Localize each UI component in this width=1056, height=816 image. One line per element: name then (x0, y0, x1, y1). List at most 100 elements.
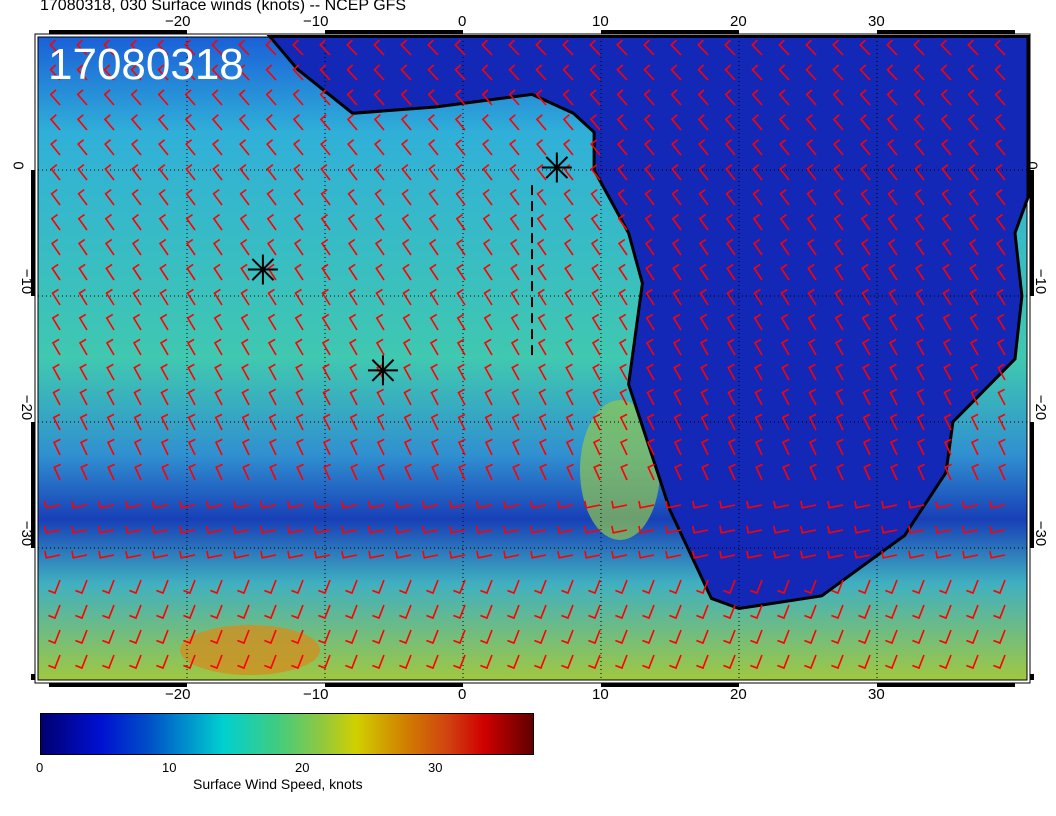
wind-barb (265, 89, 277, 106)
wind-barb (638, 550, 655, 559)
wind-barb (268, 388, 277, 406)
wind-barb (993, 579, 1006, 595)
wind-barb (913, 64, 925, 81)
wind-barb (509, 164, 520, 181)
wind-barb (429, 338, 439, 356)
wind-barb (698, 188, 709, 206)
wind-barb (562, 89, 574, 106)
wind-barb (239, 164, 250, 181)
wind-barb (98, 550, 115, 559)
wind-barb (537, 338, 547, 356)
wind-barb (156, 604, 169, 620)
wind-barb (858, 579, 871, 595)
wind-barb (133, 388, 142, 406)
wind-barb (912, 654, 925, 670)
wind-barb (50, 213, 61, 231)
wind-barb (49, 39, 61, 56)
wind-barb (915, 288, 925, 306)
wind-barb (995, 238, 1006, 256)
wind-barb (214, 363, 223, 381)
wind-barb (212, 164, 223, 181)
wind-barb (969, 338, 979, 356)
wind-barb (481, 64, 493, 81)
wind-barb (402, 288, 412, 306)
wind-barb (510, 313, 520, 331)
wind-barb (916, 363, 925, 381)
wind-barb (701, 463, 709, 481)
wind-barb (696, 654, 709, 670)
wind-barb (266, 139, 277, 156)
wind-barb (827, 525, 844, 534)
wind-barb (296, 463, 304, 481)
wind-barb (509, 188, 520, 206)
wind-barb (376, 438, 385, 456)
frame-bar (601, 683, 739, 687)
wind-barb (399, 579, 412, 595)
wind-barb (44, 525, 61, 534)
wind-barb (943, 363, 952, 381)
wind-barb (183, 604, 196, 620)
wind-barb (912, 604, 925, 620)
wind-barb (186, 313, 196, 331)
wind-barb (348, 338, 358, 356)
wind-barb (644, 164, 655, 181)
wind-barb (751, 89, 763, 106)
wind-barb (781, 388, 790, 406)
wind-barb (480, 629, 493, 645)
wind-barb (77, 188, 88, 206)
wind-barb (590, 139, 601, 156)
wind-barb (132, 288, 142, 306)
lon-tick-top: 10 (592, 13, 609, 30)
wind-barb (426, 604, 439, 620)
wind-barb (186, 288, 196, 306)
wind-barb (692, 525, 709, 534)
wind-barb (341, 500, 358, 509)
wind-barb (967, 64, 979, 81)
wind-barb (831, 654, 844, 670)
wind-barb (402, 313, 412, 331)
wind-barb (50, 164, 61, 181)
wind-barb (670, 114, 682, 131)
wind-barb (754, 388, 763, 406)
wind-barb (480, 579, 493, 595)
wind-barb (995, 188, 1006, 206)
wind-barb (98, 525, 115, 534)
wind-barb (913, 39, 925, 56)
map-title: 17080318, 030 Surface winds (knots) -- N… (40, 0, 407, 14)
wind-barb (503, 525, 520, 534)
wind-barb (887, 238, 898, 256)
wind-barb (157, 89, 169, 106)
wind-barb (242, 463, 250, 481)
high-wind-area (180, 625, 320, 675)
wind-barb (584, 550, 601, 559)
wind-barb (292, 89, 304, 106)
frame-bar (877, 683, 1015, 687)
wind-barb (889, 413, 898, 431)
wind-barb (912, 579, 925, 595)
wind-barb (942, 263, 952, 281)
wind-barb (916, 438, 925, 456)
wind-barb (665, 525, 682, 534)
wind-barb (590, 164, 601, 181)
wind-barb (854, 500, 871, 509)
lon-tick-bottom: 30 (868, 686, 885, 703)
wind-barb (807, 338, 817, 356)
wind-barb (476, 500, 493, 509)
wind-barb (672, 263, 682, 281)
wind-barb (374, 139, 385, 156)
wind-barb (431, 463, 439, 481)
wind-barb (291, 654, 304, 670)
wind-barb (700, 388, 709, 406)
colorbar-tick: 20 (295, 760, 310, 775)
wind-barb (590, 188, 601, 206)
wind-barb (692, 500, 709, 509)
wind-barb (455, 213, 466, 231)
wind-barb (507, 629, 520, 645)
wind-barb (511, 363, 520, 381)
wind-barb (482, 238, 493, 256)
star-marker (371, 359, 395, 382)
wind-barb (106, 438, 115, 456)
wind-barb (104, 164, 115, 181)
wind-barb (643, 64, 655, 81)
wind-barb (642, 579, 655, 595)
